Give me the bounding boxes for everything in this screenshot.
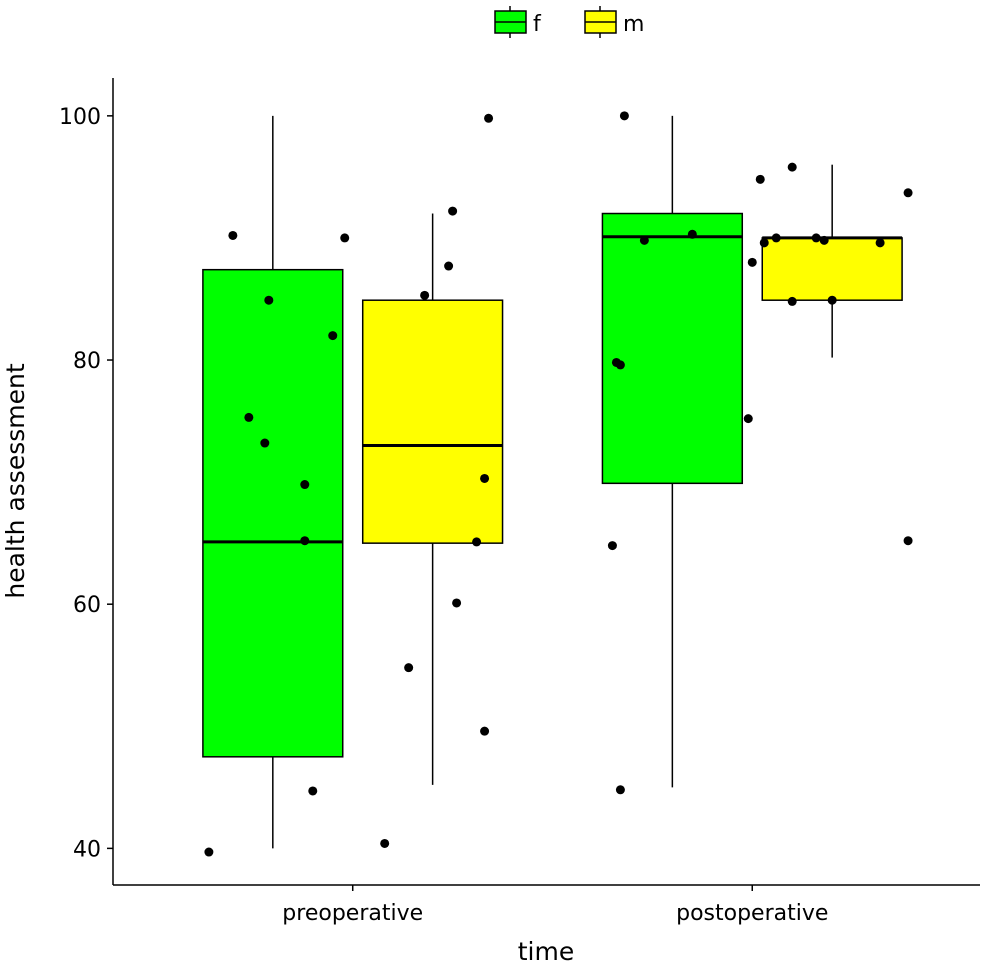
data-point — [639, 235, 649, 245]
data-point — [484, 113, 494, 123]
data-point — [328, 331, 338, 341]
data-point — [340, 233, 350, 243]
box-f-preoperative — [202, 268, 344, 758]
axes: 40 60 80 100 preoperative postoperative — [59, 78, 980, 926]
data-point — [747, 257, 757, 267]
data-point — [300, 480, 310, 490]
data-point — [743, 414, 753, 424]
data-point — [811, 233, 821, 243]
data-point — [480, 473, 490, 483]
y-tick-label: 40 — [73, 837, 101, 862]
data-point — [228, 230, 238, 240]
data-point — [472, 537, 482, 547]
data-point — [264, 295, 274, 305]
data-point — [615, 785, 625, 795]
y-axis-title: health assessment — [1, 363, 30, 598]
data-point — [607, 541, 617, 551]
data-point — [448, 206, 458, 216]
data-point — [204, 847, 214, 857]
data-point — [787, 296, 797, 306]
y-tick-label: 60 — [73, 593, 101, 618]
data-point — [380, 838, 390, 848]
data-point — [903, 188, 913, 198]
x-tick-label: postoperative — [676, 901, 828, 926]
data-point — [875, 238, 885, 248]
data-point — [260, 438, 270, 448]
data-point — [827, 295, 837, 305]
data-point — [903, 536, 913, 546]
data-point — [300, 536, 310, 546]
data-point — [819, 235, 829, 245]
box-m-postoperative — [761, 237, 903, 301]
data-point — [759, 238, 769, 248]
data-point — [619, 111, 629, 121]
data-point — [787, 162, 797, 172]
y-tick-label: 80 — [73, 349, 101, 374]
data-point — [420, 290, 430, 300]
legend-label: f — [533, 12, 542, 37]
data-point — [771, 233, 781, 243]
data-point — [244, 412, 254, 422]
data-point — [687, 229, 697, 239]
data-point — [308, 786, 318, 796]
legend-label: m — [623, 12, 644, 37]
data-point — [615, 360, 625, 370]
points — [204, 111, 913, 857]
data-point — [755, 174, 765, 184]
box-m-preoperative — [361, 299, 504, 544]
data-point — [452, 598, 462, 608]
boxes — [202, 115, 903, 849]
box-f-postoperative — [601, 212, 744, 485]
x-axis-title: time — [518, 937, 574, 966]
data-point — [480, 726, 490, 736]
data-point — [444, 261, 454, 271]
x-tick-label: preoperative — [282, 901, 423, 926]
data-point — [404, 663, 414, 673]
y-tick-label: 100 — [59, 105, 101, 130]
